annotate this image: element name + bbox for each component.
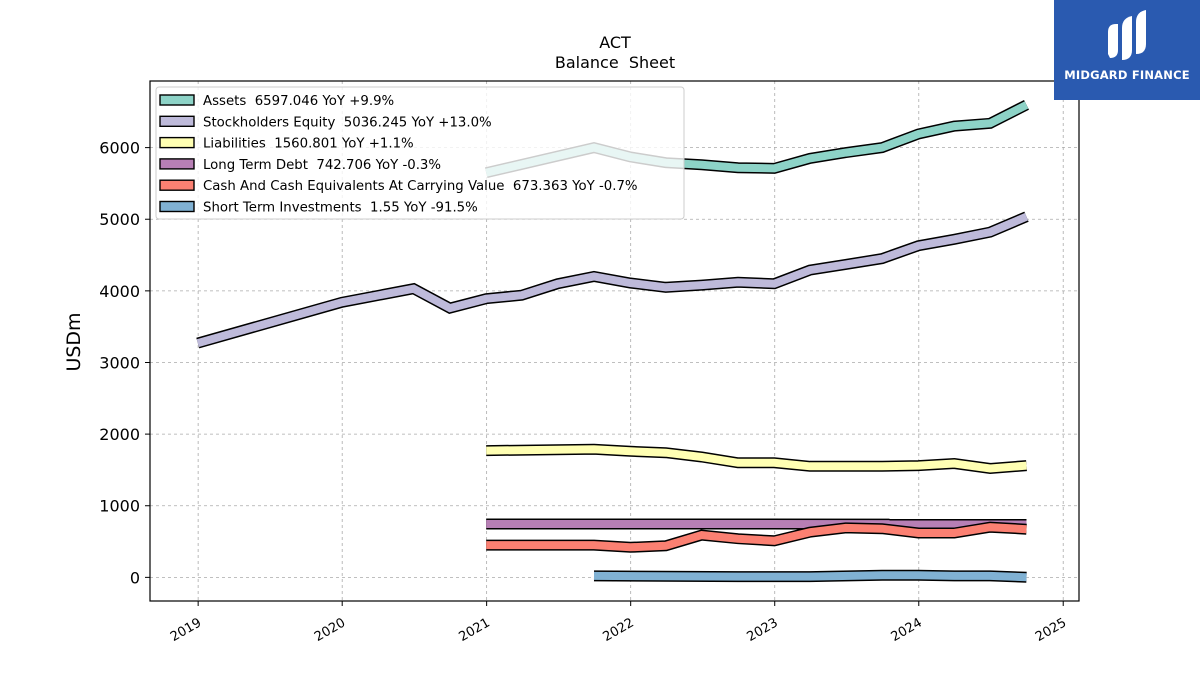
series-line [196, 213, 1029, 347]
series-liabilities [486, 443, 1027, 475]
legend-label: Long Term Debt 742.706 YoY -0.3% [203, 158, 441, 173]
midgard-finance-logo: MIDGARD FINANCE [1054, 0, 1200, 100]
y-tick-label: 0 [130, 568, 140, 587]
series-line [486, 523, 1027, 552]
series-cash-and-cash-equivalents-at-carrying-value [486, 521, 1027, 553]
y-axis-ticks: 0 1000 2000 3000 4000 5000 6000 [99, 139, 150, 587]
legend-label: Short Term Investments 1.55 YoY -91.5% [203, 201, 478, 216]
legend-label: Assets 6597.046 YoY +9.9% [203, 94, 394, 109]
chart-title: ACT [599, 33, 631, 52]
legend-swatch [159, 115, 195, 128]
x-tick-label: 2019 [168, 615, 204, 645]
legend-label: Cash And Cash Equivalents At Carrying Va… [203, 179, 638, 194]
y-tick-label: 6000 [99, 139, 140, 158]
y-tick-label: 4000 [99, 282, 140, 301]
y-tick-label: 2000 [99, 425, 140, 444]
legend-box [155, 86, 685, 220]
x-tick-label: 2025 [1033, 615, 1069, 645]
series-short-term-investments [593, 569, 1027, 583]
x-tick-label: 2022 [601, 615, 637, 645]
x-tick-label: 2023 [745, 615, 781, 645]
plot-frame [149, 80, 1080, 602]
y-tick-label: 5000 [99, 210, 140, 229]
legend-swatch [159, 158, 195, 170]
legend-swatch [159, 200, 195, 213]
x-tick-label: 2021 [456, 615, 492, 645]
legend-label: Stockholders Equity 5036.245 YoY +13.0% [203, 115, 492, 130]
chart-subtitle: Balance Sheet [555, 53, 675, 72]
y-axis-label: USDm [63, 312, 85, 371]
midgard-logo-icon [1108, 10, 1146, 60]
series-line [486, 445, 1027, 473]
y-tick-label: 3000 [99, 353, 140, 372]
x-tick-label: 2020 [312, 615, 348, 645]
legend-label: Liabilities 1560.801 YoY +1.1% [203, 137, 414, 152]
series-stockholders-equity [196, 211, 1029, 349]
y-tick-label: 1000 [99, 497, 140, 516]
legend-swatch [159, 136, 195, 149]
legend-swatch [159, 179, 195, 191]
legend: Assets 6597.046 YoY +9.9% Stockholders Eq… [155, 86, 685, 220]
x-tick-label: 2024 [889, 615, 925, 645]
series-line [593, 571, 1027, 582]
series-lines [196, 99, 1029, 583]
logo-text: MIDGARD FINANCE [1064, 68, 1190, 82]
legend-swatch [159, 94, 195, 106]
x-axis-ticks: 2019 2020 2021 2022 2023 2024 2025 [168, 601, 1069, 645]
